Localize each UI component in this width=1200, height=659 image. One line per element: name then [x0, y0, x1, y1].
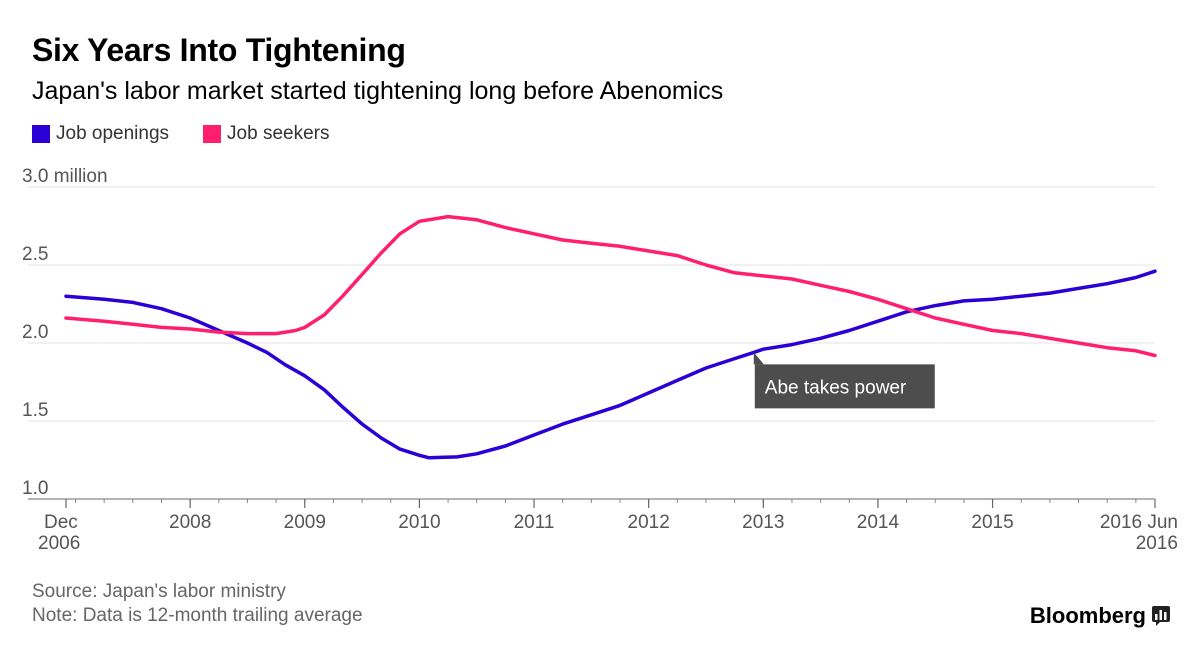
y-tick-label: 3.0 million [22, 166, 108, 187]
legend-item-job-seekers: Job seekers [203, 123, 330, 145]
x-tick-label: Dec [44, 512, 78, 533]
legend-item-job-openings: Job openings [32, 123, 169, 145]
y-tick-label: 2.0 [22, 322, 48, 343]
x-tick-label-year: 2006 [38, 533, 80, 554]
chart-subtitle: Japan's labor market started tightening … [32, 77, 724, 105]
chart-title: Six Years Into Tightening [32, 32, 406, 68]
annotation-box [754, 364, 935, 409]
annotation-text: Abe takes power [765, 377, 907, 398]
annotation-pointer [753, 352, 764, 365]
x-tick-label-year: 2016 [1136, 533, 1178, 554]
bloomberg-terminal-icon [1152, 606, 1170, 626]
chart-footer: Source: Japan's labor ministry Note: Dat… [32, 580, 363, 628]
legend: Job openings Job seekers [32, 123, 364, 145]
y-tick-label: 1.5 [22, 400, 48, 421]
x-tick-label: 2010 [398, 512, 440, 533]
x-tick-label: 2016 Jun [1100, 512, 1178, 533]
x-tick-label: 2011 [514, 512, 555, 533]
x-tick-label: 2008 [169, 512, 211, 533]
series-line-job-openings [64, 269, 1157, 460]
y-tick-label: 1.0 [22, 478, 48, 499]
y-tick-label: 2.5 [22, 244, 48, 265]
x-tick-label: 2015 [971, 512, 1013, 533]
source-note: Source: Japan's labor ministry [32, 581, 286, 602]
legend-label-job-openings: Job openings [56, 123, 170, 144]
x-tick-label: 2013 [742, 512, 784, 533]
legend-swatch-job-seekers [203, 125, 222, 143]
series-line-job-seekers [64, 214, 1157, 358]
x-tick-label: 2014 [857, 512, 900, 533]
brand-logo: Bloomberg [1030, 603, 1170, 629]
x-tick-label: 2012 [628, 512, 670, 533]
legend-label-job-seekers: Job seekers [227, 123, 330, 144]
data-note: Note: Data is 12-month trailing average [32, 605, 363, 626]
legend-swatch-job-openings [32, 125, 50, 143]
brand-name: Bloomberg [1029, 603, 1146, 628]
x-tick-label: 2009 [284, 512, 326, 533]
